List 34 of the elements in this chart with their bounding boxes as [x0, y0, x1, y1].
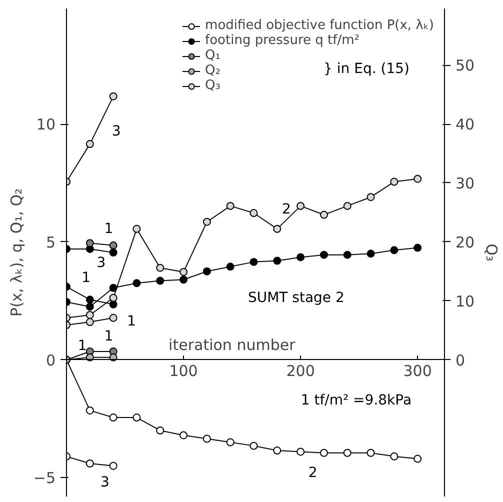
- y-tick-label: −5: [33, 469, 56, 488]
- annotation: 2: [308, 464, 318, 481]
- annotation: 1: [126, 314, 136, 330]
- y-tick-label: 10: [36, 116, 56, 134]
- y-tick-label: 0: [46, 351, 56, 370]
- y2-tick-label: 10: [456, 292, 475, 310]
- legend-label: Q₁: [205, 48, 222, 63]
- y-axis-title: P(x, λₖ), q, Q₁, Q₂: [7, 188, 26, 317]
- x-axis-title: iteration number: [168, 336, 296, 354]
- annotation: 3: [96, 255, 106, 272]
- y2-tick-label: 20: [456, 233, 475, 252]
- legend-label: modified objective function P(x, λₖ): [205, 18, 434, 33]
- y2-tick-label: 50: [456, 56, 475, 75]
- y2-tick-label: 30: [456, 174, 475, 192]
- y2-tick-label: 0: [456, 351, 466, 370]
- annotation: 1: [78, 338, 87, 354]
- y2-axis-title: Q₃: [482, 244, 501, 262]
- y2-tick-label: 40: [456, 116, 475, 134]
- annotation: 3: [112, 123, 121, 140]
- legend-label: Q₂: [205, 63, 222, 78]
- annotation: 3: [100, 474, 110, 491]
- annotation: 1: [82, 270, 91, 286]
- x-tick-label: 100: [169, 362, 198, 380]
- annotation: 2: [282, 201, 291, 218]
- annotation: SUMT stage 2: [248, 290, 344, 306]
- annotation: 1 tf/m² =9.8kPa: [300, 392, 412, 409]
- annotation: } in Eq. (15): [324, 60, 410, 77]
- legend-label: Q₃: [205, 78, 222, 93]
- x-tick-label: 200: [286, 362, 315, 380]
- legend-label: footing pressure q tf/m²: [205, 33, 360, 48]
- annotation: 1: [104, 220, 114, 237]
- x-tick-label: 300: [403, 362, 432, 380]
- y-tick-label: 5: [46, 233, 56, 252]
- annotation: 1: [104, 328, 114, 344]
